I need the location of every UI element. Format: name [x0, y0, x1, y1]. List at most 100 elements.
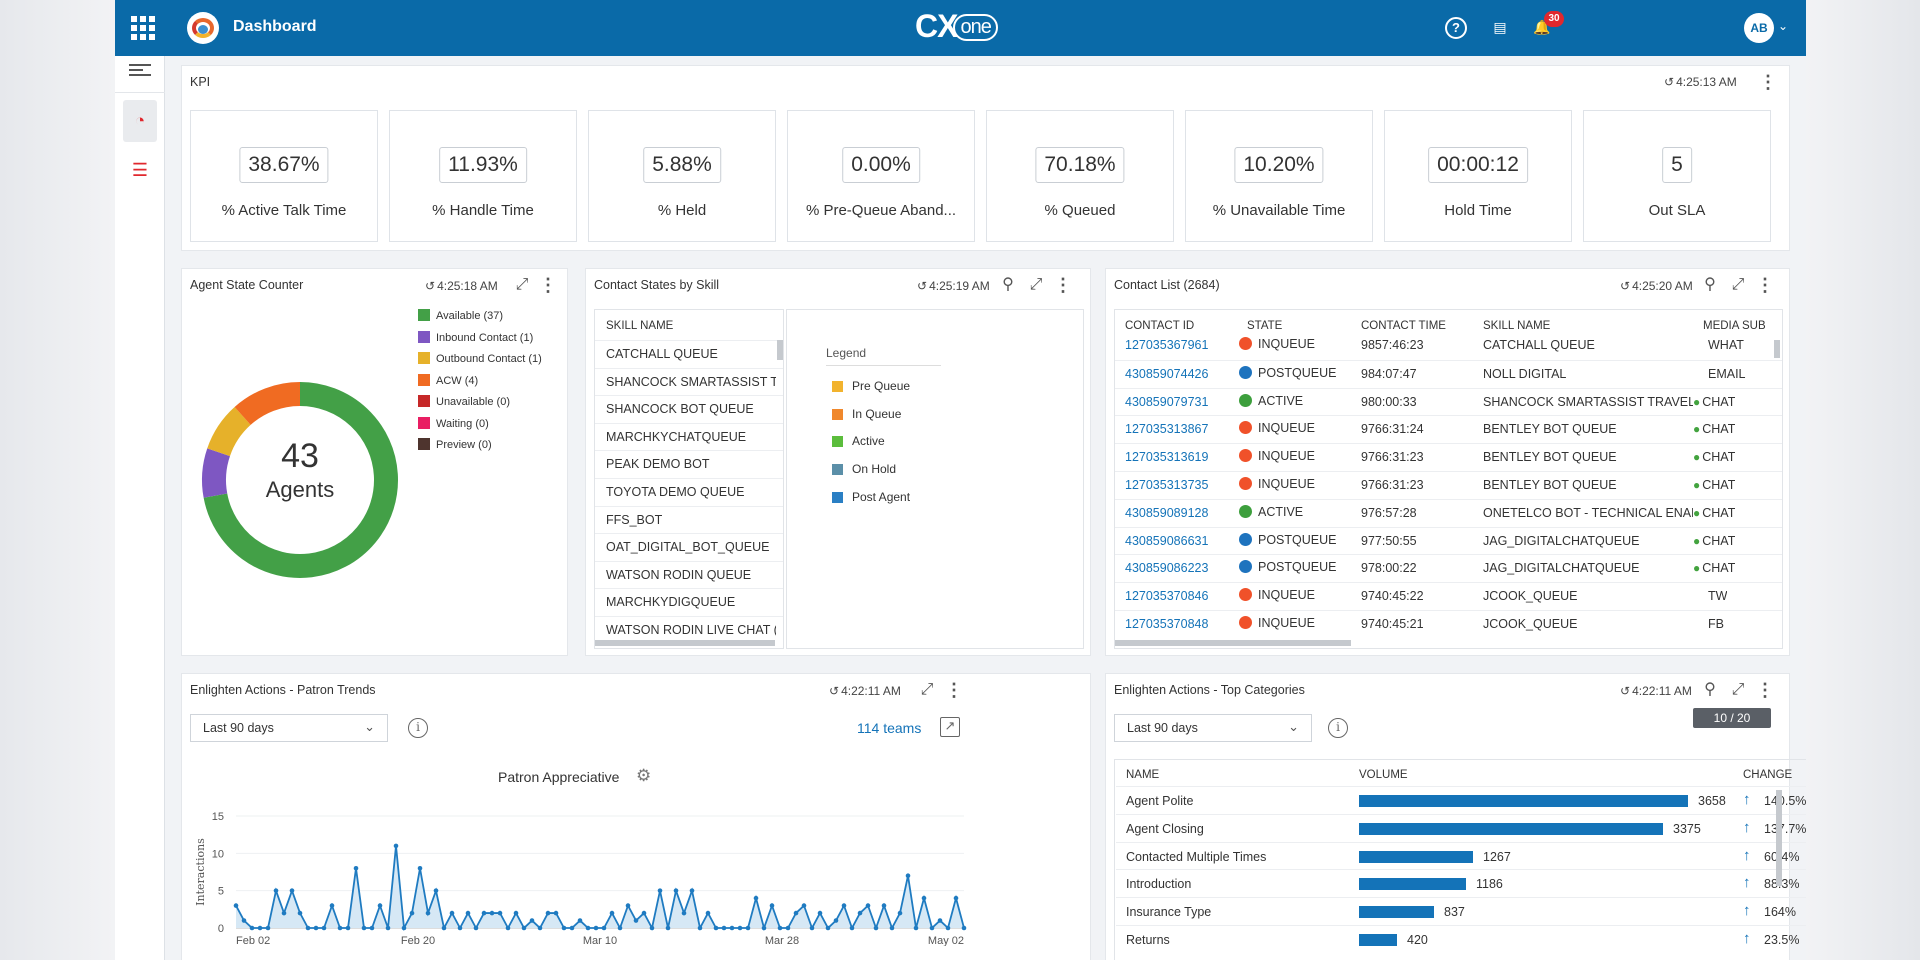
trend-point[interactable]	[249, 925, 255, 931]
trend-point[interactable]	[865, 903, 871, 908]
category-row[interactable]: Returns 420 ↑ 23.5%	[1116, 925, 1806, 953]
trend-point[interactable]	[393, 843, 399, 849]
info-icon[interactable]: i	[1328, 718, 1348, 738]
skill-row[interactable]: WATSON RODIN QUEUE	[606, 567, 752, 582]
trend-point[interactable]	[737, 925, 743, 931]
trend-point[interactable]	[465, 910, 471, 916]
trend-point[interactable]	[937, 918, 943, 923]
trend-point[interactable]	[761, 925, 767, 931]
kpi-card[interactable]: 5.88% % Held	[588, 110, 776, 242]
skill-row[interactable]: WATSON RODIN LIVE CHAT ((	[606, 623, 776, 637]
agent-legend-item[interactable]: Preview (0)	[418, 438, 492, 451]
trend-point[interactable]	[353, 865, 359, 871]
contact-list-more-icon[interactable]: ⋮	[1756, 275, 1774, 295]
trend-point[interactable]	[633, 918, 639, 923]
search-icon[interactable]: ⚲	[1704, 276, 1716, 293]
category-column-header[interactable]: NAME	[1126, 769, 1160, 781]
donut-segment-inbound-contact[interactable]	[202, 448, 231, 498]
skill-hscrollbar[interactable]	[595, 640, 775, 646]
trend-point[interactable]	[329, 903, 335, 908]
trend-point[interactable]	[857, 910, 863, 916]
contact-id-link[interactable]: 127035370846	[1125, 589, 1209, 604]
trend-point[interactable]	[881, 903, 887, 908]
trend-point[interactable]	[849, 925, 855, 931]
agent-legend-item[interactable]: Unavailable (0)	[418, 395, 510, 408]
category-row[interactable]: Agent Polite 3658 ↑ 140.5%	[1116, 786, 1806, 814]
trend-point[interactable]	[441, 925, 447, 931]
contact-row[interactable]: 127035370846 INQUEUE 9740:45:22 JCOOK_QUEUE…	[1115, 582, 1782, 610]
skill-scrollbar[interactable]	[777, 340, 783, 360]
contact-scrollbar[interactable]	[1774, 340, 1780, 358]
kpi-card[interactable]: 10.20% % Unavailable Time	[1185, 110, 1373, 242]
skill-row[interactable]: TOYOTA DEMO QUEUE	[606, 485, 745, 499]
trend-point[interactable]	[313, 925, 319, 931]
trend-point[interactable]	[753, 895, 759, 901]
expand-icon[interactable]: ⤢	[515, 276, 529, 293]
trend-point[interactable]	[641, 910, 647, 916]
trend-point[interactable]	[689, 888, 695, 893]
trend-point[interactable]	[785, 925, 791, 931]
agent-legend-item[interactable]: Inbound Contact (1)	[418, 330, 533, 344]
trend-point[interactable]	[617, 925, 623, 931]
trend-point[interactable]	[705, 910, 711, 916]
trend-point[interactable]	[825, 925, 831, 931]
trend-point[interactable]	[713, 925, 719, 931]
trend-point[interactable]	[513, 910, 519, 916]
agent-legend-item[interactable]: Outbound Contact (1)	[418, 352, 542, 365]
trend-point[interactable]	[433, 888, 439, 893]
trend-point[interactable]	[537, 925, 543, 931]
trend-point[interactable]	[745, 925, 751, 931]
trend-point[interactable]	[801, 903, 807, 908]
trend-point[interactable]	[377, 903, 383, 908]
trend-point[interactable]	[337, 925, 343, 931]
agent-screen-icon[interactable]: ▤	[1493, 19, 1507, 35]
trend-point[interactable]	[265, 925, 271, 931]
skill-row[interactable]: FFS_BOT	[606, 512, 663, 527]
trend-point[interactable]	[681, 910, 687, 916]
contact-id-link[interactable]: 127035313867	[1125, 422, 1209, 437]
skill-column-header[interactable]: SKILL NAME	[606, 320, 674, 332]
trend-point[interactable]	[585, 925, 591, 931]
contact-column-header[interactable]: SKILL NAME	[1483, 320, 1551, 332]
kpi-card[interactable]: 00:00:12 Hold Time	[1384, 110, 1572, 242]
trend-point[interactable]	[929, 925, 935, 931]
contact-column-header[interactable]: CONTACT TIME	[1361, 320, 1446, 332]
contact-column-header[interactable]: MEDIA SUB	[1703, 320, 1766, 332]
trend-point[interactable]	[297, 910, 303, 916]
dashboard-gauge-icon[interactable]: ◔	[123, 100, 157, 142]
trend-point[interactable]	[897, 910, 903, 916]
help-icon[interactable]: ?	[1445, 17, 1467, 39]
agent-legend-item[interactable]: ACW (4)	[418, 373, 478, 387]
contact-id-link[interactable]: 430859089128	[1125, 505, 1209, 520]
contact-row[interactable]: 127035367961 INQUEUE 9857:46:23 CATCHALL QU…	[1115, 332, 1782, 360]
expand-icon[interactable]: ⤢	[1029, 276, 1043, 293]
trend-point[interactable]	[241, 918, 247, 923]
trend-point[interactable]	[529, 918, 535, 923]
trend-point[interactable]	[569, 925, 575, 931]
trend-point[interactable]	[417, 865, 423, 871]
search-icon[interactable]: ⚲	[1002, 276, 1014, 293]
trend-point[interactable]	[729, 925, 735, 931]
skill-row[interactable]: SHANCOCK SMARTASSIST TR	[606, 374, 776, 389]
patron-range-select[interactable]: Last 90 days ⌄	[190, 714, 388, 742]
categories-scrollbar[interactable]	[1776, 790, 1782, 886]
trend-point[interactable]	[833, 918, 839, 923]
search-icon[interactable]: ⚲	[1704, 681, 1716, 698]
category-column-header[interactable]: VOLUME	[1359, 769, 1408, 781]
trend-point[interactable]	[369, 925, 375, 931]
category-column-header[interactable]: CHANGE	[1743, 769, 1793, 781]
trend-point[interactable]	[961, 925, 967, 931]
trend-point[interactable]	[289, 888, 295, 893]
collapse-menu-icon[interactable]	[129, 64, 151, 82]
skill-row[interactable]: PEAK DEMO BOT	[606, 457, 710, 472]
contact-id-link[interactable]: 127035370848	[1125, 617, 1209, 631]
trend-point[interactable]	[817, 910, 823, 916]
trend-point[interactable]	[233, 903, 239, 908]
categories-range-select[interactable]: Last 90 days ⌄	[1114, 714, 1312, 742]
trend-point[interactable]	[481, 910, 487, 916]
agent-legend-item[interactable]: Waiting (0)	[418, 416, 489, 430]
agent-state-more-icon[interactable]: ⋮	[539, 275, 557, 295]
trend-point[interactable]	[601, 925, 607, 931]
